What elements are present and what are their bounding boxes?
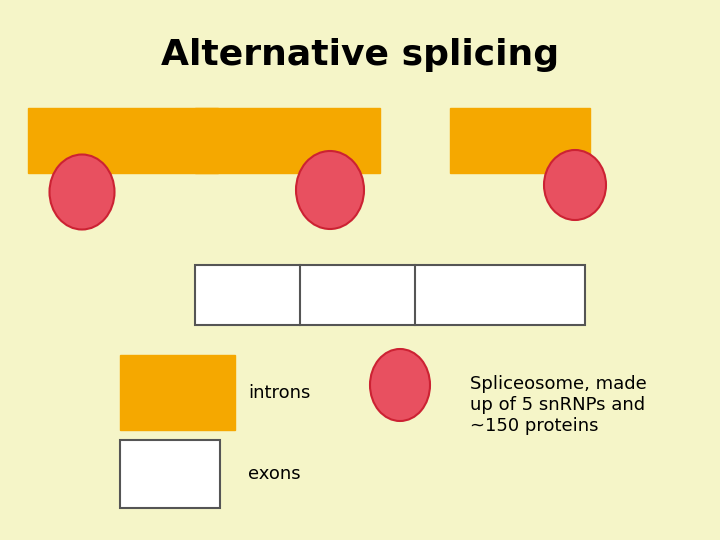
Text: Spliceosome, made
up of 5 snRNPs and
~150 proteins: Spliceosome, made up of 5 snRNPs and ~15… (470, 375, 647, 435)
Text: Alternative splicing: Alternative splicing (161, 38, 559, 72)
Ellipse shape (544, 150, 606, 220)
Bar (28, 108, 218, 173)
Ellipse shape (296, 151, 364, 229)
Bar (120, 440, 220, 508)
Ellipse shape (370, 349, 430, 421)
Bar (195, 108, 380, 173)
Bar (120, 355, 235, 430)
Bar (195, 265, 585, 325)
Text: introns: introns (248, 384, 310, 402)
Ellipse shape (50, 154, 114, 230)
Bar (450, 108, 590, 173)
Text: exons: exons (248, 465, 301, 483)
